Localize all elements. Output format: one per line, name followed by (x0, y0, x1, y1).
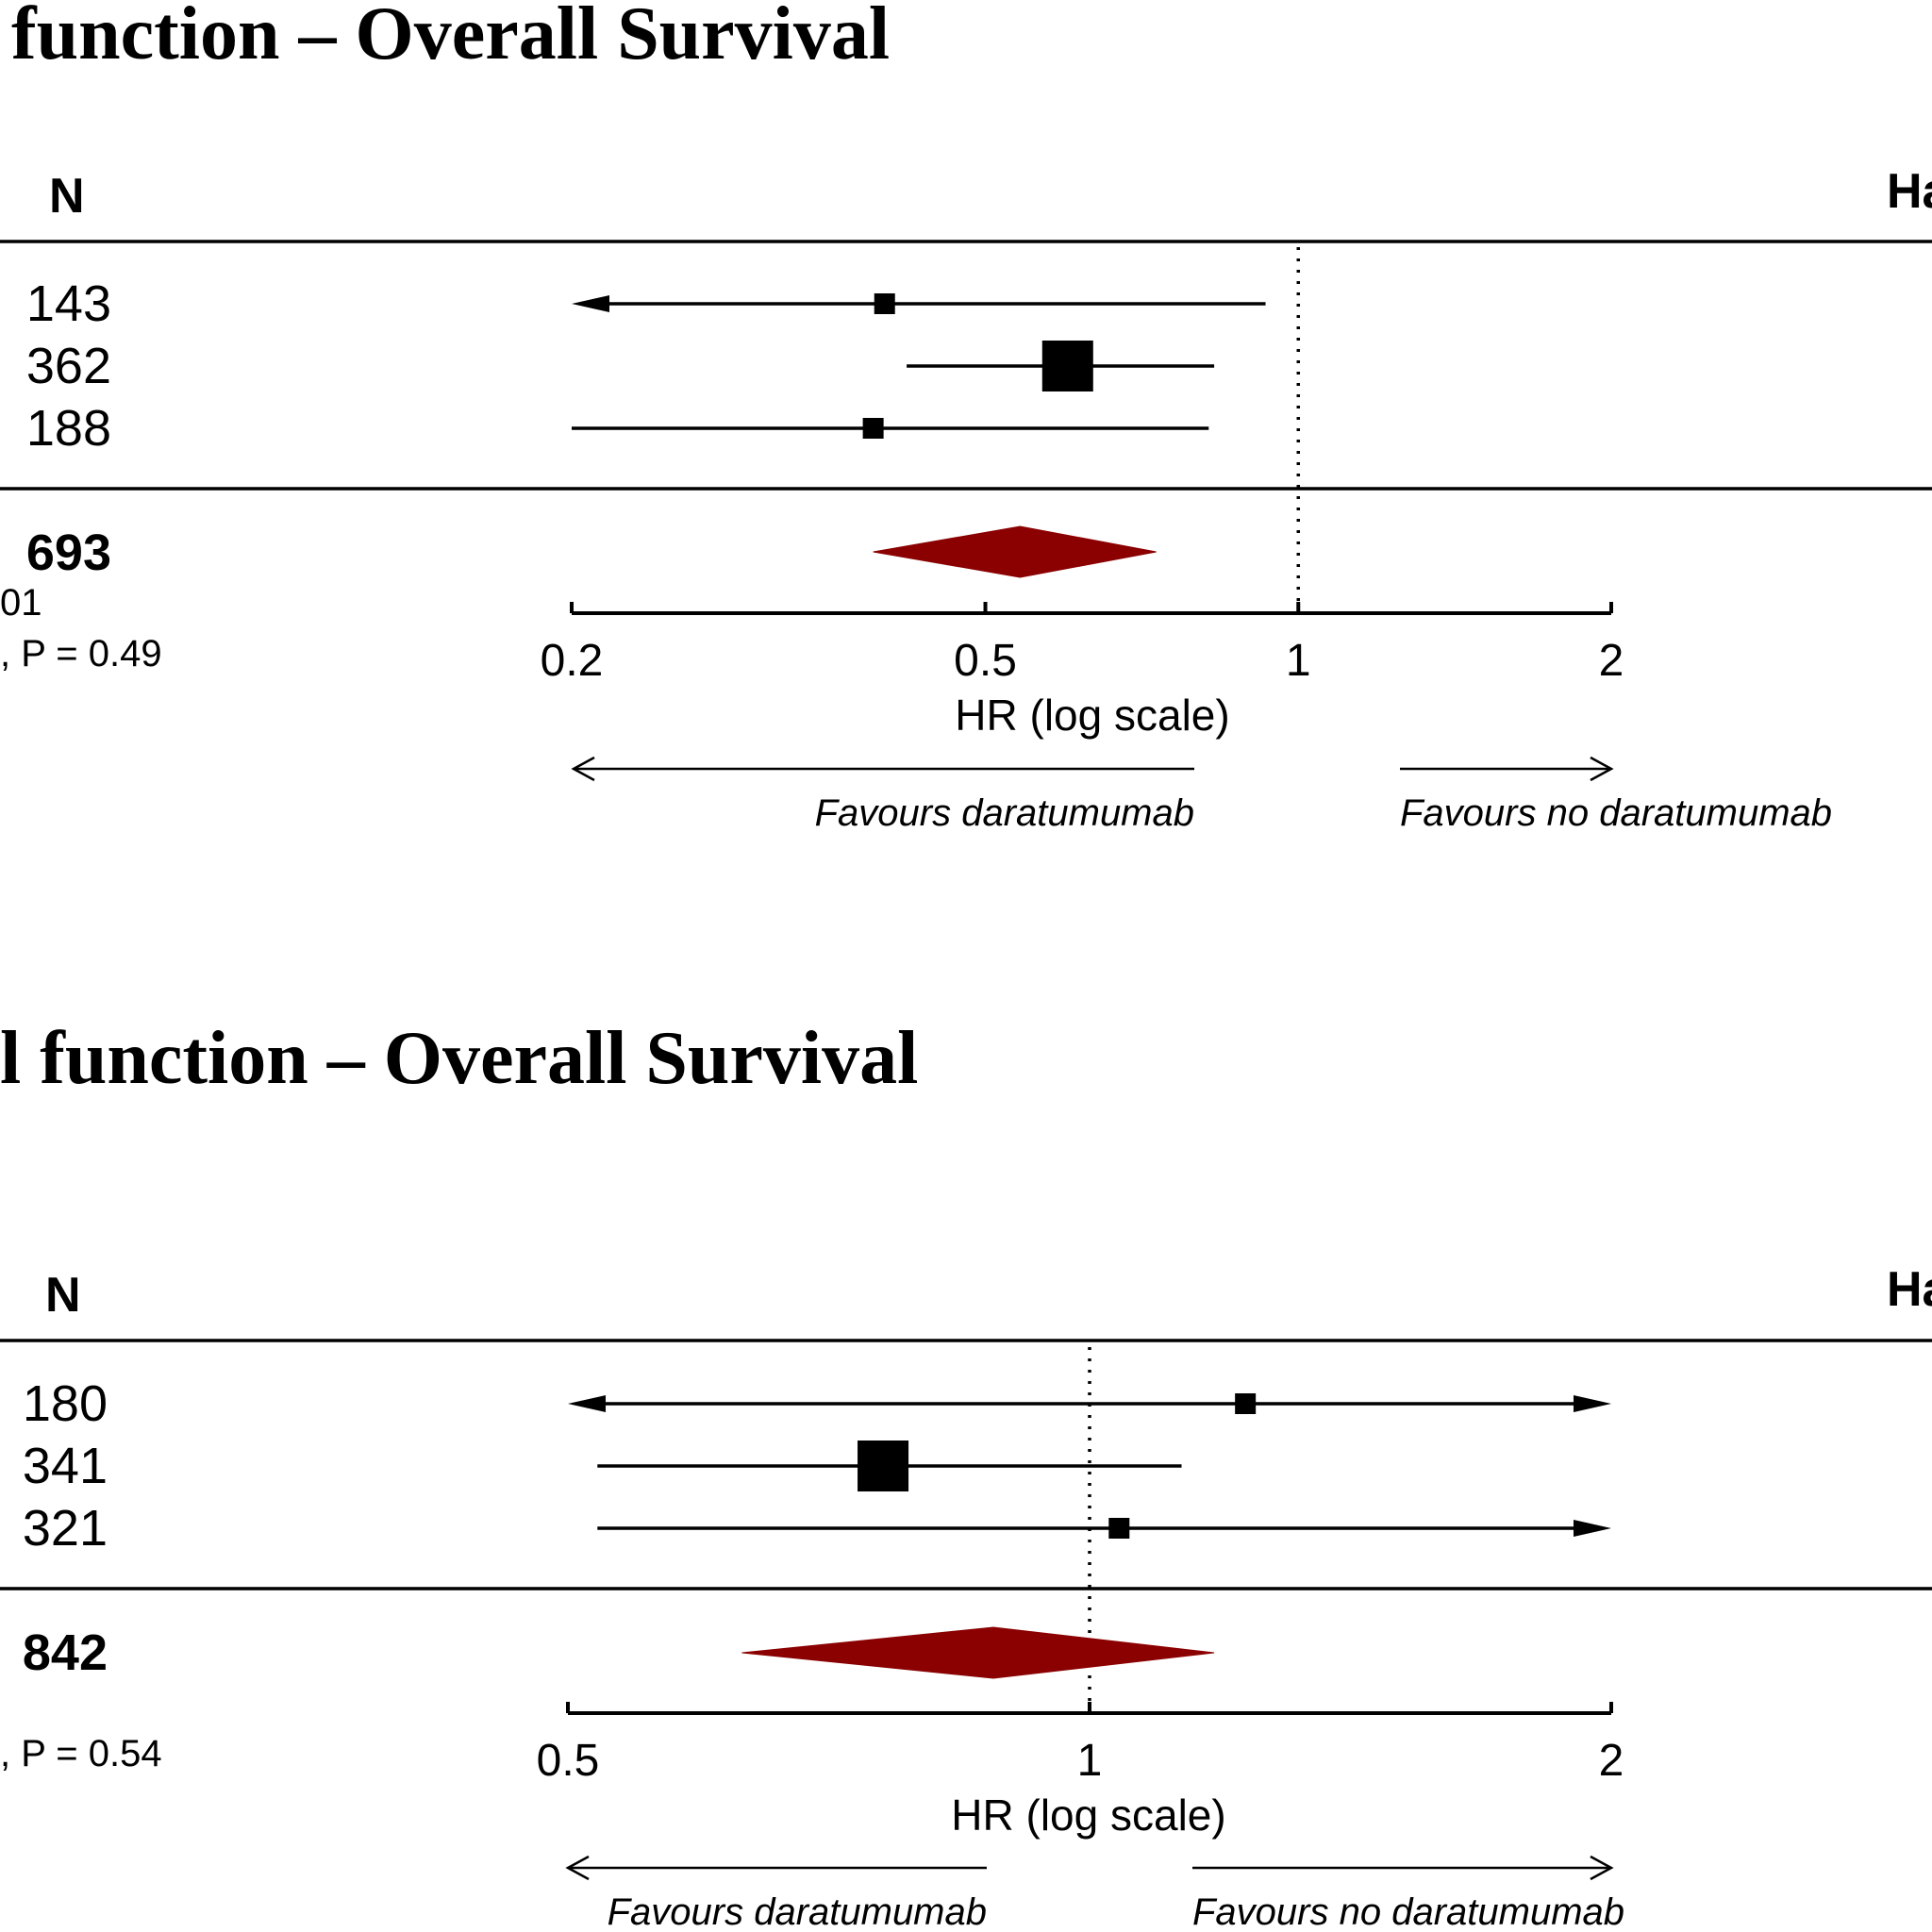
panel-1-favours-right-arrow-head (1590, 756, 1614, 782)
panel-2-x-axis-label: HR (log scale) (951, 1790, 1225, 1840)
forest-panel-1: function – Overall Survival N Ha 143 362… (0, 0, 1932, 834)
panel-1-right-header: Ha (1887, 164, 1932, 219)
panel-2-row-3-point (1108, 1518, 1130, 1539)
panel-2-favours-left-arrow-head (565, 1855, 590, 1881)
panel-1-row-2-point (1041, 341, 1093, 391)
panel-1-favours-left-label: Favours daratumumab (815, 792, 1194, 834)
panel-1-x-axis-label: HR (log scale) (955, 691, 1229, 740)
panel-1-row-1-n: 143 (26, 275, 111, 332)
panel-1-tick-label-3: 1 (1286, 636, 1311, 686)
panel-2-overall-diamond (741, 1626, 1215, 1679)
panel-2-tick-label-2: 1 (1077, 1736, 1103, 1786)
panel-2-row-1-ci-right-arrow (1574, 1395, 1611, 1412)
panel-2-row-1-point (1235, 1393, 1257, 1414)
panel-2-title: l function – Overall Survival (0, 1017, 918, 1100)
panel-2-footnote-2: , P = 0.54 (0, 1733, 162, 1774)
panel-1-footnote-2: , P = 0.49 (0, 633, 162, 675)
panel-2-plot-area: 0.5 1 2 (537, 1347, 1624, 1786)
panel-2-row-2-point (858, 1441, 909, 1491)
panel-2-row-2-n: 341 (23, 1438, 108, 1494)
panel-2-n-header: N (45, 1268, 81, 1323)
panel-1-favours-left-arrow-head (571, 756, 595, 782)
panel-2-row-1-ci-left-arrow (568, 1395, 606, 1412)
panel-1-overall-n: 693 (26, 525, 111, 581)
panel-1-row-1-ci-left-arrow (572, 295, 609, 312)
panel-1-footnote-1: 01 (0, 582, 42, 624)
panel-2-favours-right-label: Favours no daratumumab (1192, 1891, 1624, 1932)
panel-2-row-3-ci-right-arrow (1574, 1520, 1611, 1537)
panel-1-overall-diamond (873, 525, 1157, 578)
panel-1-favours-right-label: Favours no daratumumab (1400, 792, 1832, 834)
forest-panel-2: l function – Overall Survival N Ha 180 3… (0, 1017, 1932, 1932)
panel-1-row-2-n: 362 (26, 338, 111, 394)
panel-1-n-header: N (49, 169, 85, 224)
panel-1-row-3-point (862, 418, 884, 439)
panel-2-tick-label-1: 0.5 (537, 1736, 600, 1786)
panel-1-tick-label-2: 0.5 (954, 636, 1017, 686)
panel-2-favours-right-arrow-head (1590, 1855, 1614, 1881)
panel-1-title: function – Overall Survival (11, 0, 890, 75)
panel-1-tick-label-1: 0.2 (541, 636, 604, 686)
panel-2-row-3-n: 321 (23, 1500, 108, 1557)
panel-2-row-1-n: 180 (23, 1375, 108, 1432)
panel-2-tick-label-3: 2 (1599, 1736, 1624, 1786)
panel-1-tick-label-4: 2 (1599, 636, 1624, 686)
panel-2-overall-n: 842 (23, 1624, 108, 1681)
panel-2-right-header: Ha (1887, 1262, 1932, 1317)
panel-1-row-1-point (874, 293, 895, 314)
panel-2-favours-left-label: Favours daratumumab (608, 1891, 987, 1932)
panel-1-plot-area: 0.2 0.5 1 2 (541, 247, 1624, 686)
panel-1-row-3-n: 188 (26, 400, 111, 457)
